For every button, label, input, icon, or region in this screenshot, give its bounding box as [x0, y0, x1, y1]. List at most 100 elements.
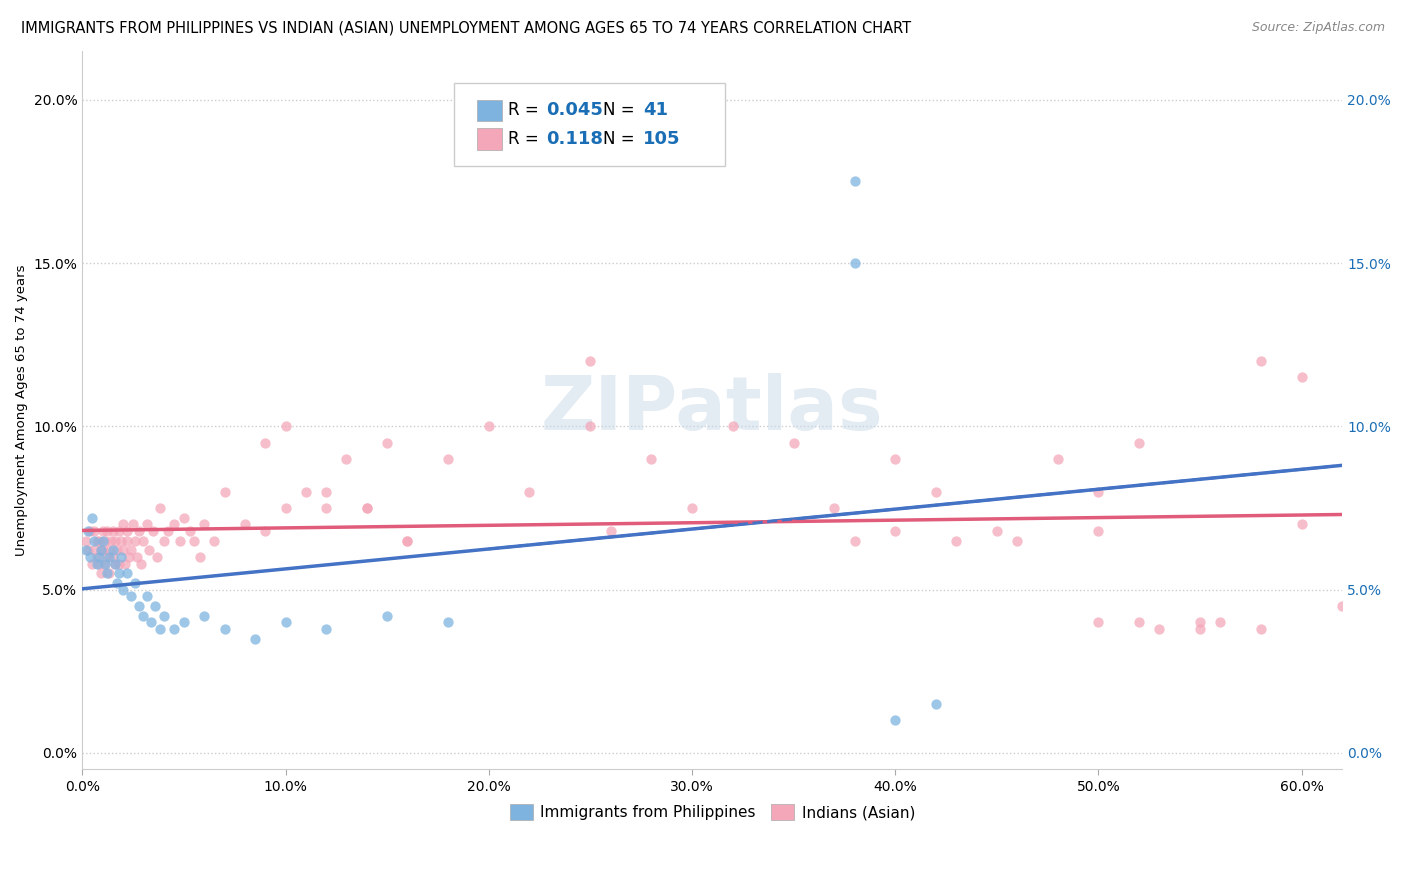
- Text: 41: 41: [643, 102, 668, 120]
- Point: [104, 557, 127, 571]
- Point: [75, 533, 97, 548]
- Point: [87, 533, 110, 548]
- Point: [579, 354, 602, 368]
- Point: [86, 557, 108, 571]
- Point: [356, 500, 378, 515]
- Point: [83, 543, 105, 558]
- Point: [108, 524, 131, 538]
- Point: [127, 549, 149, 564]
- Point: [214, 622, 236, 636]
- Point: [721, 419, 744, 434]
- Text: 0.118: 0.118: [546, 130, 603, 148]
- Point: [884, 714, 907, 728]
- Point: [111, 517, 134, 532]
- Point: [163, 517, 186, 532]
- Point: [925, 697, 948, 711]
- Text: R =: R =: [508, 102, 544, 120]
- Point: [104, 557, 127, 571]
- Point: [640, 452, 662, 467]
- Point: [152, 608, 174, 623]
- Point: [97, 549, 120, 564]
- Text: R =: R =: [508, 130, 544, 148]
- Point: [1291, 370, 1313, 384]
- Point: [202, 533, 225, 548]
- Point: [233, 517, 256, 532]
- Point: [884, 524, 907, 538]
- Point: [115, 533, 138, 548]
- Point: [163, 622, 186, 636]
- Y-axis label: Unemployment Among Ages 65 to 74 years: Unemployment Among Ages 65 to 74 years: [15, 264, 28, 556]
- Point: [193, 517, 215, 532]
- Point: [375, 435, 398, 450]
- Point: [169, 533, 191, 548]
- Point: [132, 608, 155, 623]
- Point: [82, 557, 104, 571]
- Point: [519, 484, 541, 499]
- Point: [93, 557, 115, 571]
- Point: [77, 524, 100, 538]
- Point: [136, 517, 159, 532]
- FancyBboxPatch shape: [477, 128, 502, 150]
- Text: 105: 105: [643, 130, 681, 148]
- Point: [138, 543, 160, 558]
- Point: [315, 622, 337, 636]
- Point: [274, 419, 297, 434]
- Point: [315, 484, 337, 499]
- Point: [173, 510, 195, 524]
- Point: [129, 557, 152, 571]
- Point: [128, 599, 150, 613]
- Text: ZIPatlas: ZIPatlas: [541, 374, 883, 447]
- FancyBboxPatch shape: [454, 83, 725, 166]
- Legend: Immigrants from Philippines, Indians (Asian): Immigrants from Philippines, Indians (As…: [503, 798, 921, 826]
- Point: [254, 435, 277, 450]
- Point: [115, 566, 138, 581]
- Text: 0.045: 0.045: [546, 102, 603, 120]
- Text: N =: N =: [603, 102, 640, 120]
- Point: [1149, 622, 1171, 636]
- Point: [136, 589, 159, 603]
- Point: [1188, 615, 1211, 630]
- Point: [118, 549, 141, 564]
- Point: [1331, 599, 1354, 613]
- Point: [96, 566, 118, 581]
- Point: [823, 500, 845, 515]
- Point: [1005, 533, 1028, 548]
- Point: [105, 543, 128, 558]
- Point: [82, 510, 104, 524]
- Point: [83, 524, 105, 538]
- Point: [93, 533, 115, 548]
- Point: [681, 500, 703, 515]
- Point: [356, 500, 378, 515]
- Point: [295, 484, 318, 499]
- Point: [108, 566, 131, 581]
- Point: [599, 524, 621, 538]
- Point: [142, 524, 165, 538]
- Point: [188, 549, 211, 564]
- Point: [97, 543, 120, 558]
- Point: [114, 557, 136, 571]
- Point: [91, 543, 114, 558]
- Point: [579, 419, 602, 434]
- Point: [110, 533, 132, 548]
- Point: [254, 524, 277, 538]
- Point: [1291, 517, 1313, 532]
- Point: [111, 582, 134, 597]
- Point: [375, 608, 398, 623]
- Point: [396, 533, 419, 548]
- Point: [152, 533, 174, 548]
- Point: [122, 517, 145, 532]
- Point: [1046, 452, 1069, 467]
- Point: [96, 549, 118, 564]
- Point: [925, 484, 948, 499]
- Point: [90, 566, 112, 581]
- Point: [945, 533, 967, 548]
- Point: [115, 524, 138, 538]
- Text: IMMIGRANTS FROM PHILIPPINES VS INDIAN (ASIAN) UNEMPLOYMENT AMONG AGES 65 TO 74 Y: IMMIGRANTS FROM PHILIPPINES VS INDIAN (A…: [21, 21, 911, 36]
- Point: [93, 557, 115, 571]
- Point: [111, 543, 134, 558]
- Point: [844, 174, 866, 188]
- Point: [1250, 354, 1272, 368]
- Point: [243, 632, 266, 646]
- Point: [128, 524, 150, 538]
- Point: [86, 549, 108, 564]
